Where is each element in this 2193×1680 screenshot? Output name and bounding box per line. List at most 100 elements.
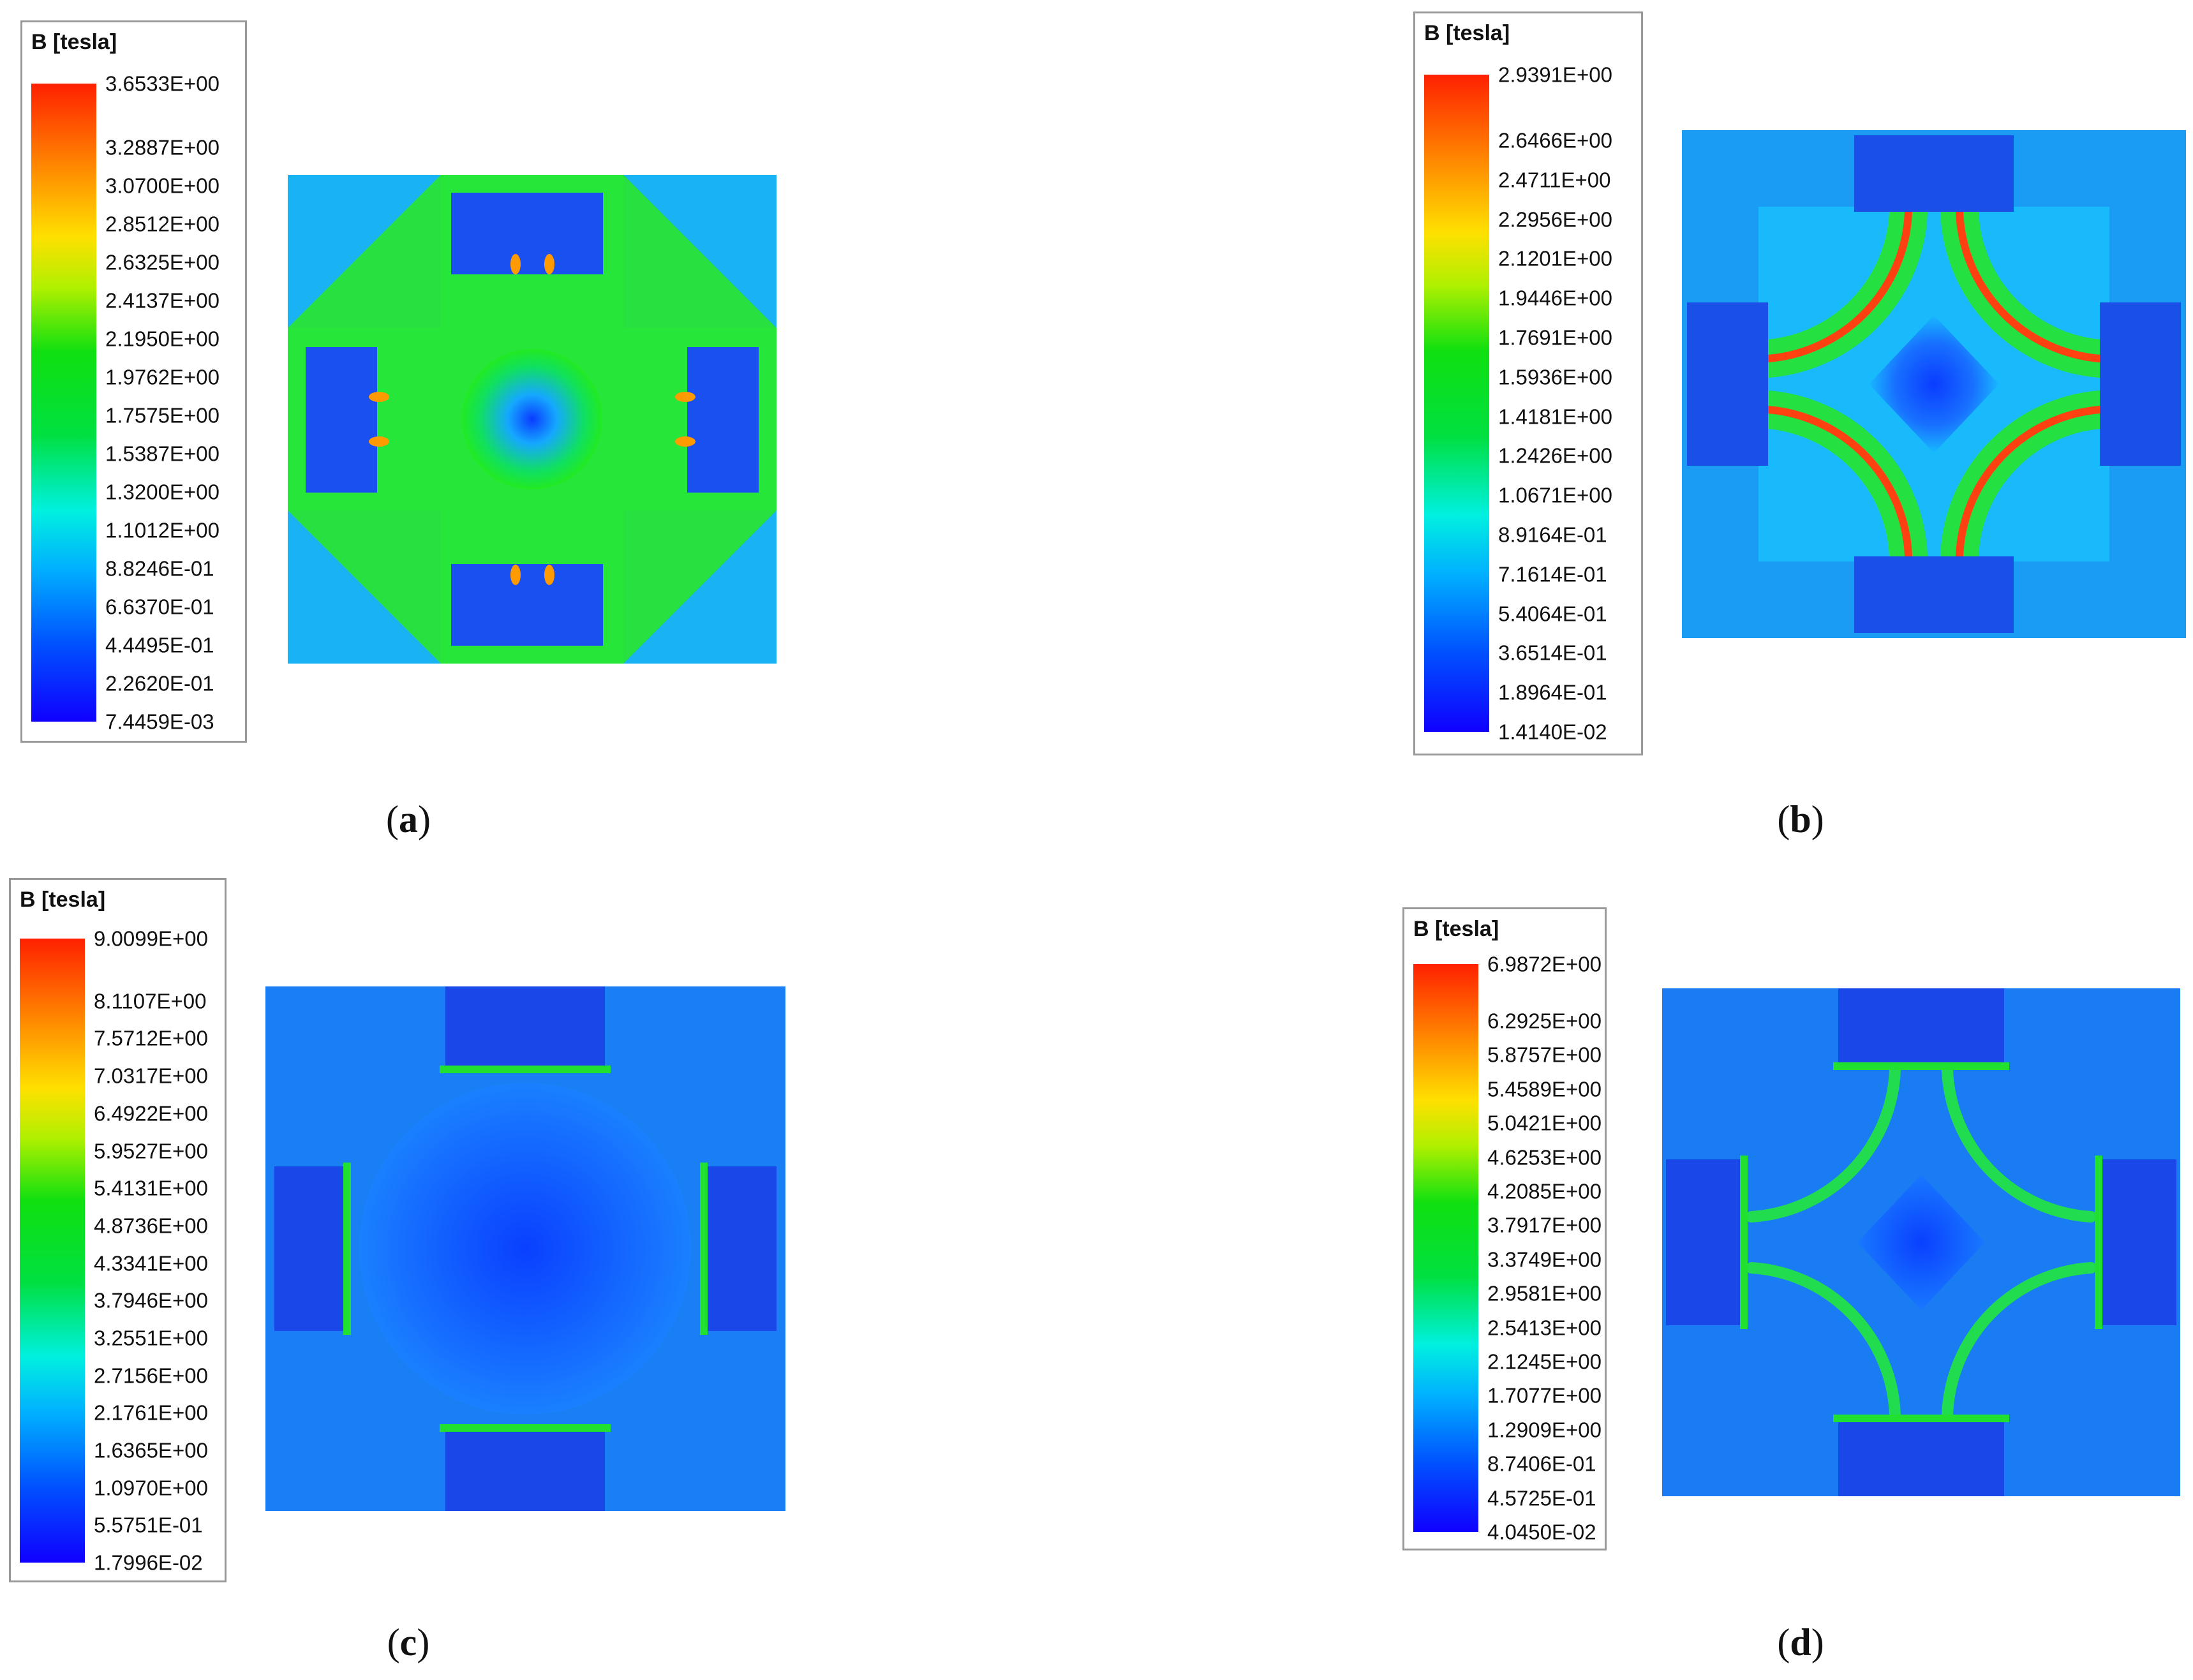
legend-tick-label: 6.6370E-01 [105, 595, 214, 619]
legend-tick-label: 4.4495E-01 [105, 633, 214, 657]
colorbar-a [31, 84, 96, 722]
legend-tick-label: 7.0317E+00 [94, 1064, 208, 1088]
legend-d: B [tesla] 6.9872E+00 6.2925E+00 5.8757E+00… [1402, 907, 1607, 1550]
legend-tick-label: 2.1201E+00 [1498, 246, 1612, 271]
legend-title-d: B [tesla] [1413, 917, 1499, 941]
caption-d: (d) [1777, 1621, 1824, 1663]
legend-tick-label: 7.5712E+00 [94, 1026, 208, 1050]
legend-tick-label: 2.4711E+00 [1498, 168, 1611, 192]
legend-tick-label: 1.2909E+00 [1487, 1418, 1602, 1442]
legend-tick-label: 1.7996E-02 [94, 1550, 203, 1575]
legend-tick-label: 3.7917E+00 [1487, 1213, 1602, 1237]
legend-tick-label: 1.6365E+00 [94, 1438, 208, 1462]
legend-tick-label: 1.3200E+00 [105, 480, 219, 504]
magnet-left-c [274, 1166, 351, 1331]
caption-c: (c) [387, 1621, 430, 1663]
magnet-left-a [306, 347, 377, 493]
legend-tick-label: 8.7406E-01 [1487, 1452, 1596, 1476]
magnet-bottom-a [451, 564, 603, 646]
legend-tick-label: 4.0450E-02 [1487, 1520, 1596, 1544]
legend-tick-label: 6.4922E+00 [94, 1101, 208, 1126]
colorbar-d [1413, 964, 1478, 1532]
legend-tick-label: 3.0700E+00 [105, 174, 219, 198]
legend-tick-label: 5.9527E+00 [94, 1139, 208, 1163]
legend-title-b: B [tesla] [1424, 21, 1510, 45]
legend-tick-label: 2.6325E+00 [105, 250, 219, 274]
field-map-b [1682, 130, 2186, 638]
legend-tick-label: 3.2887E+00 [105, 135, 219, 160]
legend-tick-label: 7.4459E-03 [105, 710, 214, 734]
magnet-right-a [687, 347, 759, 493]
legend-tick-label: 2.2956E+00 [1498, 207, 1612, 232]
legend-tick-label: 3.6533E+00 [105, 71, 219, 96]
legend-tick-label: 2.9581E+00 [1487, 1281, 1602, 1305]
legend-tick-label: 8.8246E-01 [105, 556, 214, 581]
legend-tick-label: 8.9164E-01 [1498, 523, 1607, 547]
caption-b: (b) [1777, 798, 1824, 840]
magnet-top-a [451, 193, 603, 274]
legend-tick-label: 1.2426E+00 [1498, 443, 1612, 468]
legend-tick-label: 2.1950E+00 [105, 327, 219, 351]
legend-tick-label: 2.1245E+00 [1487, 1349, 1602, 1374]
legend-tick-label: 2.2620E-01 [105, 671, 214, 695]
legend-tick-label: 3.7946E+00 [94, 1288, 208, 1312]
legend-tick-label: 2.6466E+00 [1498, 128, 1612, 152]
magnet-left-d [1666, 1159, 1748, 1325]
magnet-right-b [2100, 302, 2181, 466]
legend-tick-label: 5.5751E-01 [94, 1513, 203, 1537]
magnet-right-c [700, 1166, 777, 1331]
legend-tick-label: 2.9391E+00 [1498, 63, 1612, 87]
magnet-bottom-d [1838, 1420, 2004, 1496]
legend-tick-label: 2.1761E+00 [94, 1401, 208, 1425]
legend-tick-label: 1.8964E-01 [1498, 680, 1607, 704]
caption-a: (a) [386, 798, 431, 840]
magnet-bottom-c [445, 1432, 605, 1511]
legend-tick-label: 5.4064E-01 [1498, 602, 1607, 626]
legend-tick-label: 1.4181E+00 [1498, 405, 1612, 429]
legend-tick-label: 2.4137E+00 [105, 288, 219, 313]
field-map-d [1662, 988, 2180, 1496]
legend-tick-label: 4.8736E+00 [94, 1214, 208, 1238]
legend-tick-label: 3.2551E+00 [94, 1326, 208, 1350]
legend-tick-label: 4.3341E+00 [94, 1251, 208, 1275]
legend-tick-label: 1.0671E+00 [1498, 483, 1612, 507]
legend-tick-label: 9.0099E+00 [94, 926, 208, 951]
legend-tick-label: 1.5936E+00 [1498, 365, 1612, 389]
magnet-right-d [2095, 1159, 2176, 1325]
magnet-top-c [445, 986, 605, 1066]
legend-tick-label: 2.5413E+00 [1487, 1316, 1602, 1340]
legend-tick-label: 6.2925E+00 [1487, 1009, 1602, 1033]
legend-tick-label: 2.8512E+00 [105, 212, 219, 236]
legend-tick-label: 1.0970E+00 [94, 1476, 208, 1500]
legend-tick-label: 5.0421E+00 [1487, 1111, 1602, 1135]
legend-tick-label: 3.3749E+00 [1487, 1247, 1602, 1272]
magnet-left-b [1687, 302, 1768, 466]
legend-title-c: B [tesla] [20, 888, 106, 912]
magnet-bottom-b [1854, 556, 2014, 633]
legend-tick-label: 1.9762E+00 [105, 365, 219, 389]
legend-b: B [tesla] 2.9391E+00 2.6466E+00 2.4711E+00… [1413, 11, 1643, 755]
field-map-c [265, 986, 785, 1511]
legend-tick-label: 1.1012E+00 [105, 518, 219, 542]
legend-tick-label: 4.2085E+00 [1487, 1179, 1602, 1203]
magnet-top-b [1854, 135, 2014, 212]
legend-a: B [tesla] 3.6533E+00 3.2887E+00 3.0700E+00… [20, 20, 247, 743]
legend-tick-label: 1.7077E+00 [1487, 1383, 1602, 1408]
legend-tick-label: 1.7691E+00 [1498, 325, 1612, 350]
legend-tick-label: 5.4131E+00 [94, 1176, 208, 1200]
magnet-top-d [1838, 988, 2004, 1065]
legend-tick-label: 8.1107E+00 [94, 989, 207, 1013]
legend-tick-label: 4.6253E+00 [1487, 1145, 1602, 1170]
legend-tick-label: 7.1614E-01 [1498, 562, 1607, 586]
legend-tick-label: 1.9446E+00 [1498, 286, 1612, 310]
colorbar-c [20, 939, 85, 1563]
legend-tick-label: 1.5387E+00 [105, 442, 219, 466]
colorbar-b [1424, 75, 1489, 732]
legend-tick-label: 5.8757E+00 [1487, 1043, 1602, 1067]
legend-tick-label: 3.6514E-01 [1498, 641, 1607, 665]
legend-tick-label: 2.7156E+00 [94, 1364, 208, 1388]
field-map-a [288, 175, 777, 664]
legend-tick-label: 4.5725E-01 [1487, 1486, 1596, 1510]
legend-title-a: B [tesla] [31, 30, 117, 54]
legend-tick-label: 1.7575E+00 [105, 403, 219, 427]
